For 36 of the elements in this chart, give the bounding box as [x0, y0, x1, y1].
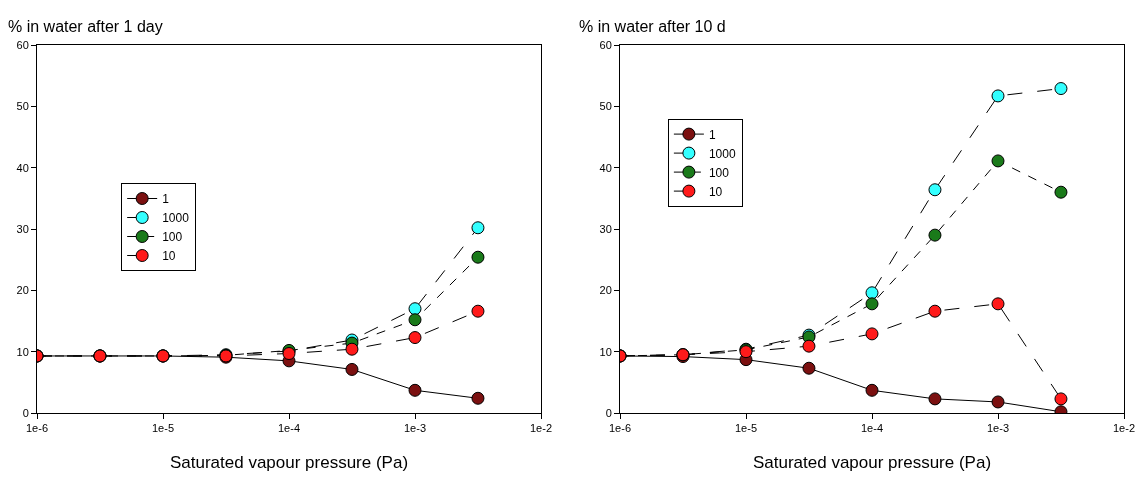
x-axis-title: Saturated vapour pressure (Pa): [752, 452, 992, 472]
legend-label: 1: [708, 127, 716, 142]
y-tick-label: 20: [599, 284, 612, 297]
y-tick-label: 30: [599, 222, 612, 235]
legend-label: 1000: [708, 146, 736, 161]
legend-label: 10: [708, 184, 723, 199]
y-tick-label: 10: [599, 345, 612, 358]
legend-label: 100: [708, 165, 730, 180]
y-tick-label: 0: [605, 406, 612, 419]
y-tick-label: 30: [16, 222, 29, 235]
chart-title: % in water after 1 day: [8, 17, 163, 35]
chart-title: % in water after 10 d: [579, 17, 726, 35]
legend-label: 100: [162, 230, 183, 245]
y-tick-label: 40: [16, 161, 29, 174]
x-tick-label: 1e-6: [25, 422, 49, 435]
y-tick-label: 60: [599, 38, 612, 51]
legend-label: 1: [162, 192, 170, 207]
y-tick-label: 40: [599, 161, 612, 174]
x-tick-label: 1e-2: [529, 422, 553, 435]
y-tick-label: 10: [16, 345, 29, 358]
y-tick-label: 50: [599, 100, 612, 113]
x-tick-label: 1e-2: [1112, 422, 1136, 435]
y-tick-label: 50: [16, 100, 29, 113]
x-axis-title: Saturated vapour pressure (Pa): [169, 452, 409, 472]
x-tick-label: 1e-4: [860, 422, 884, 435]
legend-label: 1000: [162, 211, 190, 226]
y-tick-label: 0: [22, 406, 29, 419]
y-tick-label: 60: [16, 38, 29, 51]
x-tick-label: 1e-4: [277, 422, 301, 435]
x-tick-label: 1e-3: [986, 422, 1010, 435]
legend-label: 10: [162, 249, 176, 264]
y-tick-label: 20: [16, 284, 29, 297]
x-tick-label: 1e-5: [734, 422, 758, 435]
x-tick-label: 1e-3: [403, 422, 427, 435]
x-tick-label: 1e-5: [151, 422, 175, 435]
x-tick-label: 1e-6: [608, 422, 632, 435]
